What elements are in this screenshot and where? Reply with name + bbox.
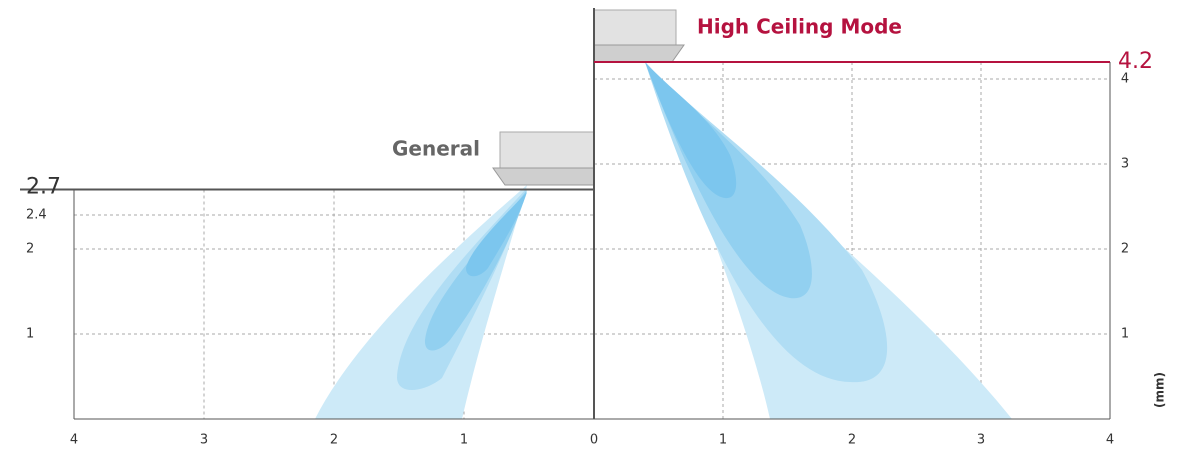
general-unit <box>492 131 595 186</box>
y-tick-label: 2 <box>26 242 34 257</box>
y-tick-label: 1 <box>1121 327 1129 342</box>
x-tick-label: 4 <box>70 433 78 448</box>
x-tick-label: 2 <box>330 433 338 448</box>
y-tick-label: 3 <box>1121 157 1129 172</box>
high-label: High Ceiling Mode <box>697 15 902 39</box>
x-tick-label: 1 <box>460 433 468 448</box>
y-tick-label: 2 <box>1121 242 1129 257</box>
y-tick-label: 1 <box>26 327 34 342</box>
y-tick-label: 4 <box>1121 72 1129 87</box>
high-plume <box>645 62 1012 419</box>
x-tick-label: 3 <box>200 433 208 448</box>
general-plume <box>315 185 527 419</box>
x-tick-label: 3 <box>977 433 985 448</box>
x-tick-label: 0 <box>590 433 598 448</box>
high-height-label: 4.2 <box>1118 49 1153 74</box>
x-tick-label: 2 <box>848 433 856 448</box>
unit-label: (mm) <box>1153 372 1167 408</box>
high-unit <box>593 9 685 63</box>
y-tick-label: 2.4 <box>26 208 47 223</box>
general-height-label: 2.7 <box>26 175 61 200</box>
general-label: General <box>392 137 480 161</box>
x-tick-label: 4 <box>1106 433 1114 448</box>
x-tick-label: 1 <box>719 433 727 448</box>
